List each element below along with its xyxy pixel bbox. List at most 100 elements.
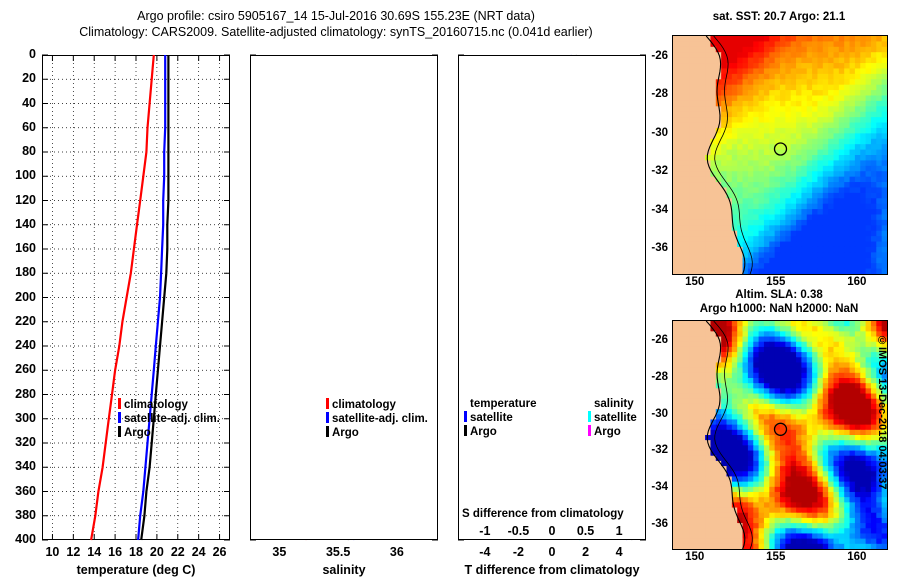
legend-swatch — [326, 412, 329, 423]
sst-map-float-marker — [773, 142, 788, 156]
map-lon-tick-label: 160 — [847, 276, 867, 288]
legend-label: climatology — [332, 399, 396, 411]
sst-map-header-text: sat. SST: 20.7 Argo: 21.1 — [712, 11, 846, 23]
x-tick-label: 2 — [582, 545, 590, 559]
temperature-legend: climatology satellite-adj. clim. Argo — [118, 398, 220, 440]
difference-salinity-legend-item: salinity — [594, 398, 637, 411]
map-lat-tick-label: -26 — [651, 334, 668, 347]
x-tick-label: 36 — [389, 545, 404, 559]
title-line-1: Argo profile: csiro 5905167_14 15-Jul-20… — [137, 9, 535, 23]
depth-tick-label: 220 — [15, 313, 36, 328]
coastline — [705, 321, 746, 549]
map-lat-tick-label: -32 — [651, 165, 668, 178]
depth-tick-label: 0 — [29, 47, 36, 61]
depth-tick-label: 340 — [15, 459, 36, 474]
x-axis-title: temperature (deg C) — [76, 563, 196, 577]
x-tick-label: -4 — [479, 545, 491, 559]
sla-map-header-line-1: Altim. SLA: 0.38 — [735, 289, 823, 301]
map-lat-tick-label: -26 — [651, 50, 668, 63]
difference-profile-panel — [458, 55, 646, 540]
x-tick-label-top: -0.5 — [507, 524, 530, 538]
map-lat-tick-label: -32 — [651, 444, 668, 457]
legend-label: satellite — [470, 412, 513, 424]
legend-swatch — [464, 425, 467, 436]
imos-watermark: ©IMOS 13-Dec-2018 04:03:37 — [876, 335, 888, 490]
map-lat-tick-label: -30 — [651, 407, 668, 420]
x-tick-label: 10 — [45, 545, 60, 559]
depth-tick-label: 360 — [15, 483, 36, 498]
legend-label: temperature — [470, 398, 537, 410]
temperature-legend-item: Argo — [118, 426, 220, 440]
depth-tick-label: 20 — [22, 71, 36, 86]
difference-temperature-legend-item: Argo — [464, 425, 536, 439]
x-axis-title: T difference from climatology — [464, 563, 640, 577]
x-tick-label-top: 0 — [548, 524, 556, 538]
x-tick-label: 24 — [191, 545, 206, 559]
map-lon-tick-label: 150 — [685, 551, 705, 563]
depth-tick-label: 260 — [15, 362, 36, 377]
salinity-profile-panel — [250, 55, 438, 540]
depth-tick-label: 300 — [15, 410, 36, 425]
depth-tick-label: 100 — [15, 168, 36, 183]
legend-label: satellite — [594, 412, 637, 424]
coastline — [705, 36, 746, 274]
x-tick-label: -2 — [512, 545, 524, 559]
legend-swatch — [118, 426, 121, 437]
title-line-2: Climatology: CARS2009. Satellite-adjuste… — [79, 25, 593, 39]
difference-temperature-legend-item: temperature — [470, 398, 536, 411]
temperature-legend-item: satellite-adj. clim. — [118, 412, 220, 426]
sla-map-header: Altim. SLA: 0.38 Argo h1000: NaN h2000: … — [666, 288, 892, 316]
difference-temperature-legend-item: satellite — [464, 411, 536, 425]
temperature-legend-item: climatology — [118, 398, 220, 412]
salinity-legend-item: Argo — [326, 426, 428, 440]
legend-swatch — [326, 426, 329, 437]
difference-salinity-legend-item: satellite — [588, 411, 637, 425]
x-tick-label-top: 0.5 — [576, 524, 595, 538]
map-lon-tick-label: 155 — [766, 551, 786, 563]
map-lat-tick-label: -34 — [651, 481, 668, 494]
salinity-legend: climatology satellite-adj. clim. Argo — [326, 398, 428, 440]
map-lat-tick-label: -34 — [651, 203, 668, 216]
legend-label: Argo — [124, 427, 151, 439]
x-tick-label: 35 — [272, 545, 287, 559]
depth-tick-label: 80 — [22, 144, 36, 158]
sst-map-panel — [672, 35, 888, 275]
salinity-legend-item: climatology — [326, 398, 428, 412]
depth-tick-label: 320 — [15, 435, 36, 449]
sst-map-header: sat. SST: 20.7 Argo: 21.1 — [666, 10, 892, 24]
map-lat-tick-label: -36 — [651, 241, 668, 254]
legend-swatch — [118, 412, 121, 423]
legend-label: salinity — [594, 398, 634, 410]
legend-label: satellite-adj. clim. — [332, 413, 428, 425]
map-lat-tick-label: -28 — [651, 370, 668, 383]
x-tick-label: 4 — [615, 545, 623, 559]
difference-temperature-legend: temperature satellite Argo — [464, 398, 536, 439]
legend-swatch — [118, 398, 121, 409]
difference-salinity-legend-item: Argo — [588, 425, 637, 439]
legend-label: satellite-adj. clim. — [124, 413, 220, 425]
x-tick-label: 14 — [87, 545, 102, 559]
x-axis-title: salinity — [322, 563, 366, 577]
depth-tick-label: 400 — [15, 532, 36, 546]
depth-tick-label: 240 — [15, 338, 36, 352]
legend-label: Argo — [594, 426, 621, 438]
map-lat-tick-label: -30 — [651, 126, 668, 139]
shelf-contour — [713, 321, 753, 549]
legend-swatch — [588, 411, 591, 422]
map-lon-tick-label: 160 — [847, 551, 867, 563]
temperature-profile-panel — [42, 55, 230, 540]
x-tick-label: 26 — [212, 545, 227, 559]
x-tick-label: 0 — [548, 545, 556, 559]
map-lat-tick-label: -28 — [651, 88, 668, 101]
legend-swatch — [326, 398, 329, 409]
depth-tick-label: 180 — [15, 265, 36, 280]
x-tick-label-top: 1 — [615, 524, 623, 538]
depth-tick-label: 140 — [15, 216, 36, 231]
legend-swatch — [464, 411, 467, 422]
legend-label: climatology — [124, 399, 188, 411]
depth-tick-label: 60 — [22, 119, 36, 134]
depth-tick-label: 160 — [15, 241, 36, 255]
sla-map-raster — [673, 321, 887, 549]
legend-label: Argo — [332, 427, 359, 439]
sla-map-panel — [672, 320, 888, 550]
